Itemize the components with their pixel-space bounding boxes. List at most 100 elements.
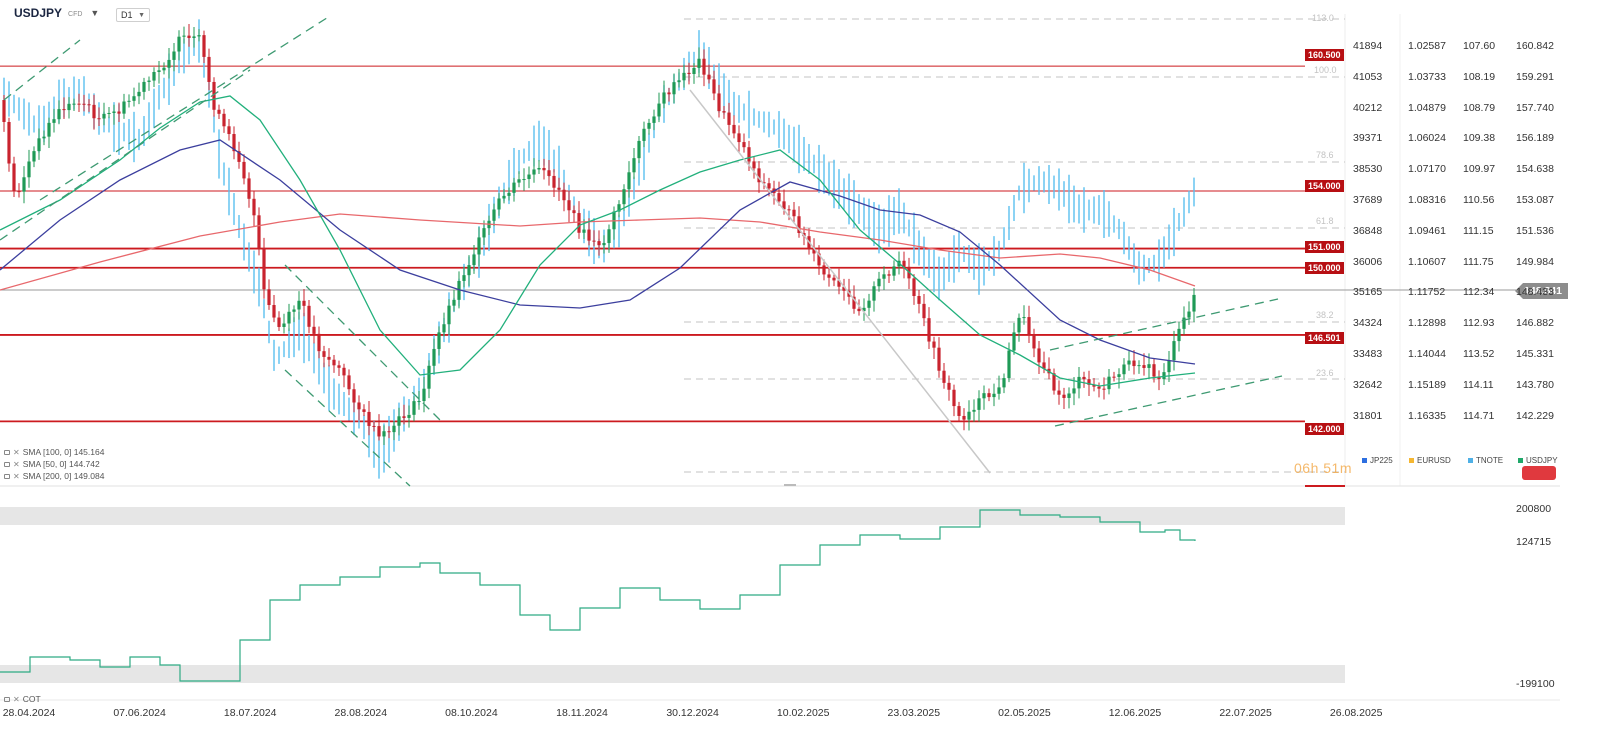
x-axis-label: 10.02.2025 xyxy=(776,707,830,719)
candle-body xyxy=(887,274,891,276)
candle-body xyxy=(427,365,431,389)
candle-body xyxy=(1142,365,1146,368)
remove-icon[interactable]: ✕ xyxy=(13,694,20,704)
candle-body xyxy=(112,111,116,113)
candle-body xyxy=(667,92,671,95)
candle-body xyxy=(272,305,276,318)
sell-button[interactable] xyxy=(1522,466,1556,480)
candle-body xyxy=(712,79,716,94)
legend-tnote[interactable]: TNOTE xyxy=(1468,456,1503,465)
scale-value-tnote: 112.93 xyxy=(1463,317,1495,330)
candle-body xyxy=(917,296,921,304)
candle-body xyxy=(647,122,651,129)
fibonacci-label: 100.0 xyxy=(1314,65,1337,75)
remove-icon[interactable]: ✕ xyxy=(13,447,20,457)
visibility-icon[interactable] xyxy=(4,696,10,702)
cot-indicator[interactable]: ✕ COT xyxy=(4,694,41,704)
candle-body xyxy=(767,183,771,189)
scale-value-eurusd: 1.15189 xyxy=(1408,378,1446,391)
cot-scale-mid: 124715 xyxy=(1516,536,1552,548)
candle-body xyxy=(702,58,706,75)
candle-body xyxy=(957,406,961,416)
x-axis-label: 08.10.2024 xyxy=(445,707,498,719)
candle-body xyxy=(352,389,356,403)
remove-icon[interactable]: ✕ xyxy=(13,459,20,469)
candle-body xyxy=(937,347,941,371)
candle-body xyxy=(922,303,926,319)
scale-value-tnote: 107.60 xyxy=(1463,40,1496,52)
candle-body xyxy=(182,35,186,37)
candle-body xyxy=(547,170,551,176)
candle-body xyxy=(637,140,641,159)
timeframe-select[interactable]: D1 ▼ xyxy=(116,8,150,22)
candle-body xyxy=(707,74,711,80)
candle-body xyxy=(47,122,51,137)
x-axis-label: 18.11.2024 xyxy=(556,707,608,719)
candle-body xyxy=(632,158,636,173)
symbol-dropdown-icon[interactable]: ▼ xyxy=(90,8,100,18)
cot-line xyxy=(0,509,1196,682)
candle-body xyxy=(852,296,856,309)
candle-body xyxy=(997,387,1001,394)
visibility-icon[interactable] xyxy=(4,461,10,467)
tnote-series xyxy=(3,19,1195,479)
trend-line xyxy=(284,369,411,487)
candle-body xyxy=(1092,384,1096,387)
candle-body xyxy=(172,51,176,60)
visibility-icon[interactable] xyxy=(4,449,10,455)
indicator-sma-50[interactable]: ✕ SMA [50, 0] 144.742 xyxy=(4,459,100,469)
timeframe-value: D1 xyxy=(121,10,133,20)
visibility-icon[interactable] xyxy=(4,473,10,479)
scale-value-eurusd: 1.07170 xyxy=(1408,163,1446,176)
candle-body xyxy=(827,274,831,278)
indicator-sma-100[interactable]: ✕ SMA [100, 0] 145.164 xyxy=(4,447,104,457)
indicator-sma-200[interactable]: ✕ SMA [200, 0] 149.084 xyxy=(4,471,104,481)
candle-body xyxy=(1037,348,1041,363)
scale-value-tnote: 108.79 xyxy=(1463,101,1496,114)
legend-usdjpy[interactable]: USDJPY xyxy=(1518,456,1558,465)
candle-body xyxy=(692,67,696,75)
candle-body xyxy=(787,209,791,211)
x-axis-label: 23.03.2025 xyxy=(887,707,941,719)
candle-body xyxy=(962,415,966,420)
candle-body xyxy=(62,109,66,111)
legend-swatch xyxy=(1518,458,1523,463)
candle-body xyxy=(362,409,366,412)
candle-body xyxy=(592,240,596,242)
cot-lower-band xyxy=(0,665,1345,683)
candle-body xyxy=(1157,376,1161,380)
candle-body xyxy=(192,36,196,38)
candle-body xyxy=(1077,376,1081,389)
remove-icon[interactable]: ✕ xyxy=(13,471,20,481)
candle-body xyxy=(542,167,546,171)
chevron-down-icon: ▼ xyxy=(138,11,145,19)
candle-body xyxy=(22,177,26,192)
legend-eurusd[interactable]: EURUSD xyxy=(1409,456,1451,465)
x-axis-label: 30.12.2024 xyxy=(666,707,719,719)
scale-value-usdjpy: 159.291 xyxy=(1516,70,1554,83)
candle-body xyxy=(1087,379,1091,385)
candle-body xyxy=(442,324,446,333)
candle-body xyxy=(367,411,371,426)
candle-body xyxy=(677,80,681,83)
candle-body xyxy=(1122,364,1126,375)
cot-label: COT xyxy=(22,694,41,704)
scale-value-usdjpy: 153.087 xyxy=(1516,194,1554,206)
cot-upper-band xyxy=(0,507,1345,525)
scale-value-jp225: 40212 xyxy=(1353,101,1383,114)
x-axis-label: 28.08.2024 xyxy=(334,707,388,719)
indicator-label: SMA [50, 0] 144.742 xyxy=(22,459,100,469)
trend-line xyxy=(1054,375,1283,427)
scale-value-jp225: 36848 xyxy=(1353,224,1383,237)
scale-value-eurusd: 1.06024 xyxy=(1408,132,1446,145)
candle-body xyxy=(162,67,166,71)
candle-body xyxy=(537,167,541,170)
scale-value-usdjpy: 142.229 xyxy=(1516,409,1554,422)
indicator-label: SMA [200, 0] 149.084 xyxy=(22,471,105,481)
candle-body xyxy=(1097,386,1101,389)
candle-body xyxy=(347,375,351,390)
scale-value-tnote: 111.75 xyxy=(1463,255,1494,268)
legend-jp225[interactable]: JP225 xyxy=(1362,456,1393,465)
